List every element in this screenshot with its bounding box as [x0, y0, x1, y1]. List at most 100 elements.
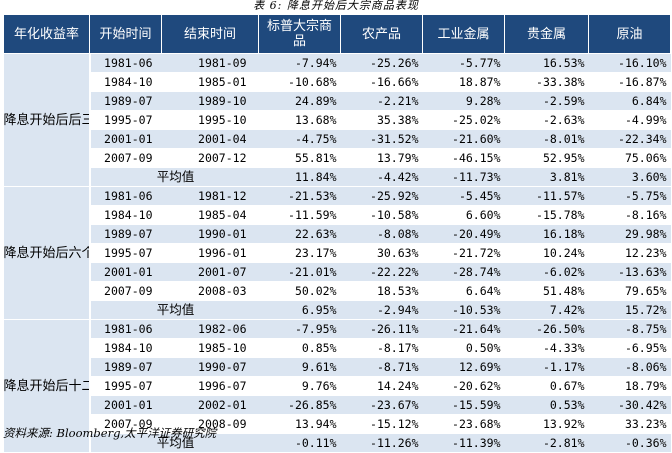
industrial-metals-cell: -21.72% [422, 243, 505, 263]
sp-commodity-cell: 55.81% [258, 148, 341, 168]
start-date-cell: 1995-07 [89, 243, 162, 263]
table-row: 降息开始后后三个月1981-061981-09-7.94%-25.26%-5.7… [3, 53, 671, 187]
precious-metals-cell: -2.59% [504, 91, 589, 111]
end-date-cell: 1985-04 [161, 205, 259, 225]
industrial-metals-cell: -46.15% [422, 148, 505, 168]
table-body: 降息开始后后三个月1981-061981-09-7.94%-25.26%-5.7… [3, 53, 671, 453]
precious-metals-cell: -26.50% [504, 319, 589, 339]
agriculture-cell: -23.67% [340, 395, 423, 415]
industrial-metals-cell: 6.60% [422, 205, 505, 225]
table-row: 2007-09 2008-03 50.02% 18.53% 6.64% 51.48% 79.… [4, 281, 671, 301]
end-date-cell: 1981-12 [161, 186, 259, 206]
crude-oil-cell: -8.75% [588, 319, 671, 339]
period-label: 降息开始后十二个月 [3, 319, 91, 453]
start-date-cell: 2007-09 [89, 148, 162, 168]
end-date-cell: 1985-01 [161, 72, 259, 92]
header-row: 年化收益率 开始时间 结束时间 标普大宗商品 农产品 工业金属 贵金属 原油 [3, 14, 671, 54]
sp-commodity-cell: -21.01% [258, 262, 341, 282]
average-value-cell: 7.42% [504, 300, 589, 320]
table-row: 降息开始后十二个月1981-061982-06-7.95%-26.11%-21.… [3, 319, 671, 453]
industrial-metals-cell: 18.87% [422, 72, 505, 92]
start-date-cell: 1984-10 [89, 205, 162, 225]
period-label: 降息开始后六个月 [3, 186, 91, 320]
header-end-time: 结束时间 [161, 14, 259, 54]
industrial-metals-cell: 9.28% [422, 91, 505, 111]
period-label: 降息开始后后三个月 [3, 53, 91, 187]
header-precious-metals: 贵金属 [504, 14, 589, 54]
start-date-cell: 1984-10 [89, 72, 162, 92]
agriculture-cell: -25.92% [340, 186, 423, 206]
agriculture-cell: -8.17% [340, 338, 423, 358]
precious-metals-cell: 16.18% [504, 224, 589, 244]
agriculture-cell: -22.22% [340, 262, 423, 282]
average-value-cell: -10.53% [422, 300, 505, 320]
header-annualized-return: 年化收益率 [3, 14, 90, 54]
agriculture-cell: -25.26% [340, 53, 423, 73]
average-value-cell: 6.95% [258, 300, 341, 320]
sp-commodity-cell: -7.94% [258, 53, 341, 73]
table-row: 降息开始后六个月1981-061981-12-21.53%-25.92%-5.4… [3, 186, 671, 320]
average-value-cell: 3.60% [588, 167, 671, 187]
sp-commodity-cell: -4.75% [258, 129, 341, 149]
industrial-metals-cell: 0.50% [422, 338, 505, 358]
industrial-metals-cell: -28.74% [422, 262, 505, 282]
table-row: 1995-07 1996-01 23.17% 30.63% -21.72% 10.24% 1… [4, 243, 671, 263]
industrial-metals-cell: -5.45% [422, 186, 505, 206]
header-crude-oil: 原油 [588, 14, 671, 54]
industrial-metals-cell: -5.77% [422, 53, 505, 73]
crude-oil-cell: 33.23% [588, 414, 671, 434]
crude-oil-cell: -16.87% [588, 72, 671, 92]
industrial-metals-cell: -21.64% [422, 319, 505, 339]
end-date-cell: 2001-04 [161, 129, 259, 149]
crude-oil-cell: -5.75% [588, 186, 671, 206]
agriculture-cell: 14.24% [340, 376, 423, 396]
table-row: 2007-09 2007-12 55.81% 13.79% -46.15% 52.95% 7… [4, 148, 671, 168]
crude-oil-cell: -8.16% [588, 205, 671, 225]
crude-oil-cell: -4.99% [588, 110, 671, 130]
industrial-metals-cell: -20.62% [422, 376, 505, 396]
sp-commodity-cell: 13.68% [258, 110, 341, 130]
industrial-metals-cell: 6.64% [422, 281, 505, 301]
precious-metals-cell: 16.53% [504, 53, 589, 73]
agriculture-cell: 30.63% [340, 243, 423, 263]
precious-metals-cell: 13.92% [504, 414, 589, 434]
end-date-cell: 2002-01 [161, 395, 259, 415]
end-date-cell: 1990-07 [161, 357, 259, 377]
start-date-cell: 2007-09 [89, 281, 162, 301]
sp-commodity-cell: 23.17% [258, 243, 341, 263]
precious-metals-cell: -6.02% [504, 262, 589, 282]
table-row: 1989-07 1990-01 22.63% -8.08% -20.49% 16.18% 2… [4, 224, 671, 244]
precious-metals-cell: 0.67% [504, 376, 589, 396]
crude-oil-cell: 79.65% [588, 281, 671, 301]
start-date-cell: 1981-06 [89, 319, 162, 339]
industrial-metals-cell: -21.60% [422, 129, 505, 149]
table-row: 2001-01 2001-07 -21.01% -22.22% -28.74% -6.02… [4, 262, 671, 282]
sp-commodity-cell: -11.59% [258, 205, 341, 225]
crude-oil-cell: -30.42% [588, 395, 671, 415]
table-row: 1995-07 1995-10 13.68% 35.38% -25.02% -2.63% -… [4, 110, 671, 130]
agriculture-cell: -2.21% [340, 91, 423, 111]
industrial-metals-cell: 12.69% [422, 357, 505, 377]
precious-metals-cell: 51.48% [504, 281, 589, 301]
table-row: 2001-01 2002-01 -26.85% -23.67% -15.59% 0.53%… [4, 395, 671, 415]
table-row: 1984-10 1985-01 -10.68% -16.66% 18.87% -33.38… [4, 72, 671, 92]
table-row: 1984-10 1985-10 0.85% -8.17% 0.50% -4.33% -6.9… [4, 338, 671, 358]
source-note: 资料来源: Bloomberg,太平洋证券研究院 [3, 426, 217, 440]
sp-commodity-cell: 24.89% [258, 91, 341, 111]
start-date-cell: 1989-07 [89, 357, 162, 377]
precious-metals-cell: 52.95% [504, 148, 589, 168]
start-date-cell: 2001-01 [89, 395, 162, 415]
precious-metals-cell: -15.78% [504, 205, 589, 225]
average-value-cell: 15.72% [588, 300, 671, 320]
average-value-cell: 3.81% [504, 167, 589, 187]
average-value-cell: 11.84% [258, 167, 341, 187]
start-date-cell: 2001-01 [89, 129, 162, 149]
crude-oil-cell: 29.98% [588, 224, 671, 244]
agriculture-cell: 13.79% [340, 148, 423, 168]
commodity-returns-table: 年化收益率 开始时间 结束时间 标普大宗商品 农产品 工业金属 贵金属 原油 降… [3, 14, 671, 453]
industrial-metals-cell: -15.59% [422, 395, 505, 415]
crude-oil-cell: 12.23% [588, 243, 671, 263]
average-value-cell: -11.73% [422, 167, 505, 187]
table-row: 1989-07 1989-10 24.89% -2.21% 9.28% -2.59% 6.8… [4, 91, 671, 111]
industrial-metals-cell: -23.68% [422, 414, 505, 434]
